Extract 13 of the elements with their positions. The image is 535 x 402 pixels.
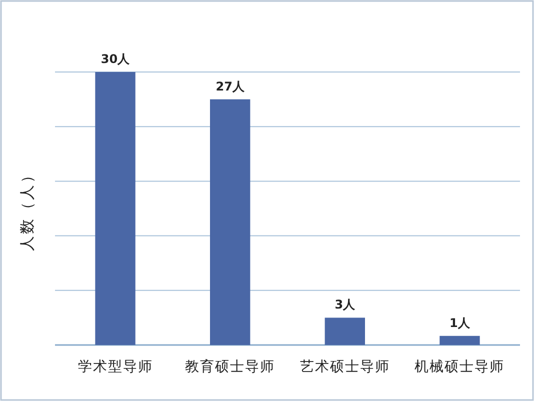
bar [95,72,136,345]
x-tick-label: 机械硕士导师 [414,359,505,375]
x-tick-label: 艺术硕士导师 [300,359,390,375]
bar [440,336,480,345]
x-tick-label: 学术型导师 [78,359,153,375]
data-label: 30人 [100,52,131,66]
y-axis-title: 人数（人） [18,166,36,251]
bar [210,99,250,345]
bar [324,318,365,345]
data-label: 1人 [450,316,471,330]
data-label: 27人 [216,79,246,94]
data-label: 3人 [334,298,356,312]
x-tick-label: 教育硕士导师 [185,358,276,375]
